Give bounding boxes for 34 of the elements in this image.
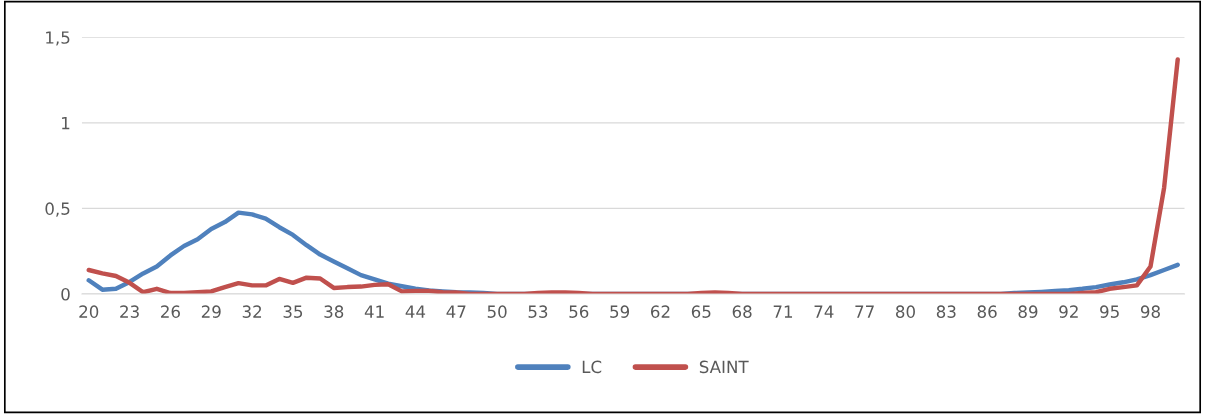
y-tick-label: 0,5 [45,202,70,217]
y-tick-label: 1 [62,117,70,130]
x-tick-label: 26 [161,305,180,318]
x-tick-label: 41 [364,305,384,318]
x-tick-label: 47 [446,305,466,318]
x-tick-label: 23 [120,305,139,318]
x-tick-label: 95 [1100,305,1119,318]
x-tick-label: 50 [487,305,507,318]
x-tick-label: 98 [1140,305,1160,318]
x-tick-label: 83 [936,305,956,318]
x-tick-label: 38 [324,305,344,318]
x-tick-label: 74 [814,305,834,318]
x-tick-label: 89 [1018,305,1038,318]
x-tick-label: 20 [79,305,99,318]
x-tick-label: 56 [569,305,589,318]
x-tick-label: 44 [405,305,426,318]
x-tick-label: 86 [977,305,997,318]
legend-label: LC [582,360,602,374]
x-tick-label: 62 [651,305,670,318]
x-tick-label: 77 [855,305,874,318]
line-series [86,57,1180,294]
x-tick-label: 92 [1059,305,1078,318]
x-tick-label: 35 [283,305,303,318]
x-tick-label: 59 [610,305,630,318]
y-tick-label: 0 [61,287,70,301]
x-tick-label: 68 [732,305,752,318]
x-tick-label: 71 [773,305,793,318]
x-tick-label: 29 [201,305,221,318]
x-tick-label: 32 [242,305,262,318]
y-tick-label: 1,5 [46,31,70,46]
x-tick-label: 80 [895,305,915,318]
legend-label: SAINT [699,360,749,374]
x-tick-label: 65 [691,305,711,318]
x-tick-label: 53 [528,305,548,318]
